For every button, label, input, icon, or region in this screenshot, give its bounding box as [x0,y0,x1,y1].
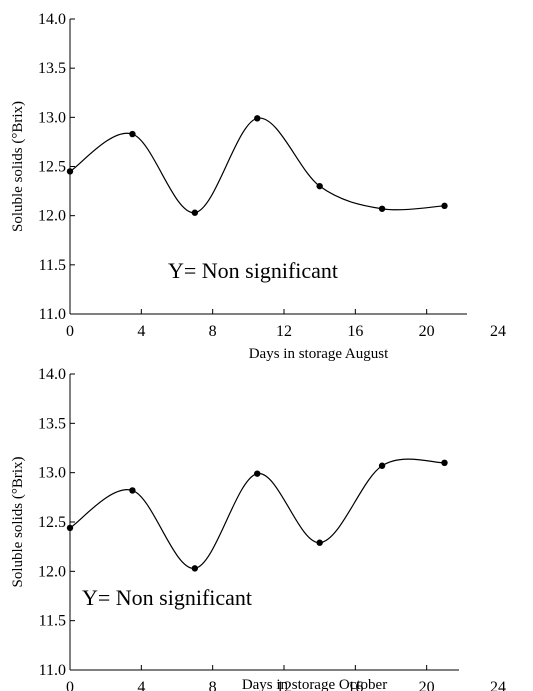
x-tick-label: 16 [347,323,363,340]
chart-panel-october: 11.0 11.5 12.0 12.5 13.0 13.5 14.0 0 4 8 12 16 20 24 D… [10,366,506,691]
x-axis-label: Days in storage August [249,346,389,362]
y-tick-label: 14.0 [38,366,66,383]
x-tick-label: 0 [66,679,74,691]
y-axis-label: Soluble solids (°Brix) [10,101,26,232]
y-tick-label: 11.5 [39,613,66,630]
data-point [441,202,448,210]
x-tick-label: 4 [137,679,145,691]
x-tick-label: 16 [347,679,363,691]
data-point [66,524,74,532]
series-curve [69,117,445,214]
x-axis-label: Days in storage October [242,677,387,691]
x-tick-label: 12 [276,323,292,340]
y-tick-label: 13.0 [38,465,66,482]
x-tick-label: 20 [419,323,435,340]
significance-annotation: Y= Non significant [82,585,252,610]
data-point [316,182,323,190]
y-tick-label: 11.0 [39,662,66,679]
data-point [316,539,323,546]
data-point [191,209,199,216]
data-point [254,470,261,477]
x-tick-label: 20 [419,679,435,691]
data-point [129,130,136,138]
y-tick-label: 13.5 [38,415,66,432]
x-tick-label: 8 [209,323,217,340]
y-tick-label: 14.0 [38,11,66,28]
y-tick-label: 13.0 [38,109,66,126]
y-tick-label: 12.0 [38,208,66,225]
x-tick-label: 0 [66,323,74,340]
y-tick-label: 12.5 [38,159,66,176]
y-tick-label: 13.5 [38,60,66,77]
x-tick-label: 24 [490,679,506,691]
data-point [254,115,261,122]
significance-annotation: Y= Non significant [168,258,338,283]
y-tick-label: 11.5 [39,257,66,274]
y-tick-label: 11.0 [39,306,66,323]
chart-panel-august: 11.0 11.5 12.0 12.5 13.0 13.5 14.0 0 4 8 12 16 20 24 D… [10,11,506,362]
x-tick-label: 8 [209,679,217,691]
y-tick-label: 12.0 [38,563,66,580]
data-point [191,565,199,572]
y-axis-label: Soluble solids (°Brix) [10,456,26,587]
data-point [441,459,448,466]
x-tick-label: 12 [276,679,292,691]
data-point [129,487,136,494]
y-tick-label: 12.5 [38,514,66,531]
data-point [378,205,386,212]
x-tick-label: 24 [490,323,506,340]
data-point [66,168,74,175]
data-point [378,462,386,469]
x-tick-label: 4 [137,323,145,340]
